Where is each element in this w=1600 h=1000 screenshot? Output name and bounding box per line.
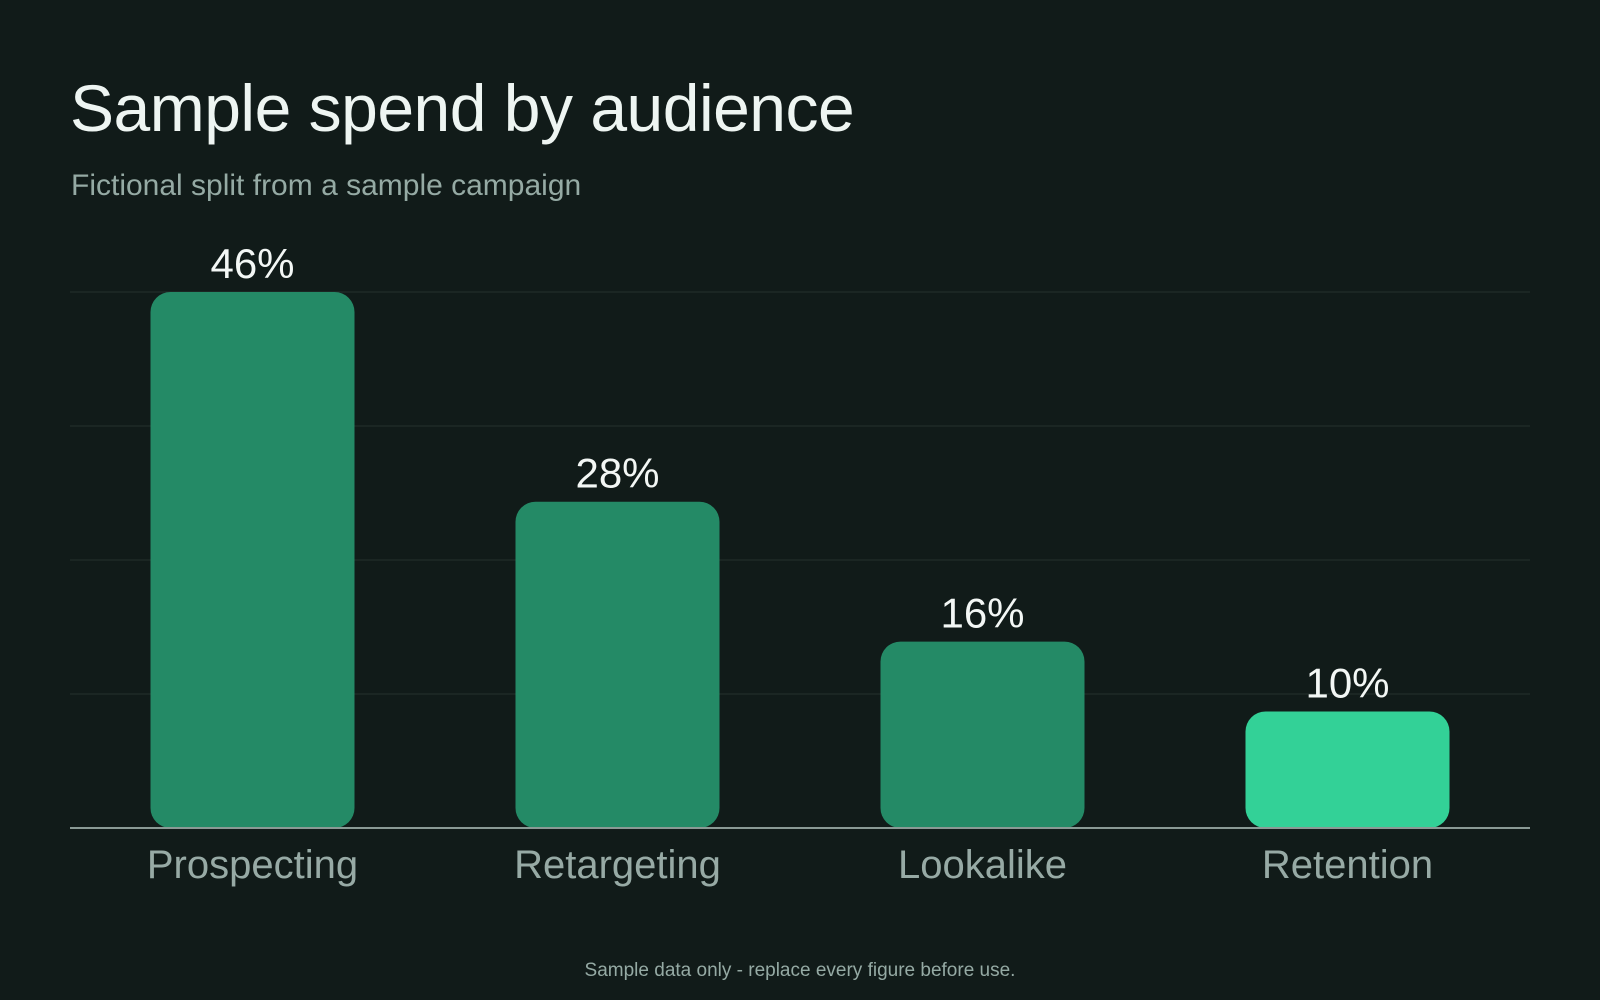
- bar-retention: [1245, 711, 1450, 828]
- value-label: 10%: [1305, 659, 1389, 706]
- bar-retargeting: [515, 501, 720, 828]
- category-label: Retargeting: [514, 843, 721, 887]
- category-label: Prospecting: [147, 843, 358, 887]
- value-label: 28%: [575, 450, 659, 497]
- value-label: 16%: [940, 590, 1024, 637]
- bar-prospecting: [150, 292, 355, 828]
- footnote: Sample data only - replace every figure …: [584, 960, 1016, 981]
- bar-lookalike: [880, 641, 1085, 828]
- chart-subtitle: Fictional split from a sample campaign: [71, 169, 582, 202]
- category-label: Retention: [1262, 843, 1433, 887]
- chart-title: Sample spend by audience: [70, 71, 855, 145]
- category-label: Lookalike: [898, 843, 1067, 887]
- value-label: 46%: [210, 240, 294, 287]
